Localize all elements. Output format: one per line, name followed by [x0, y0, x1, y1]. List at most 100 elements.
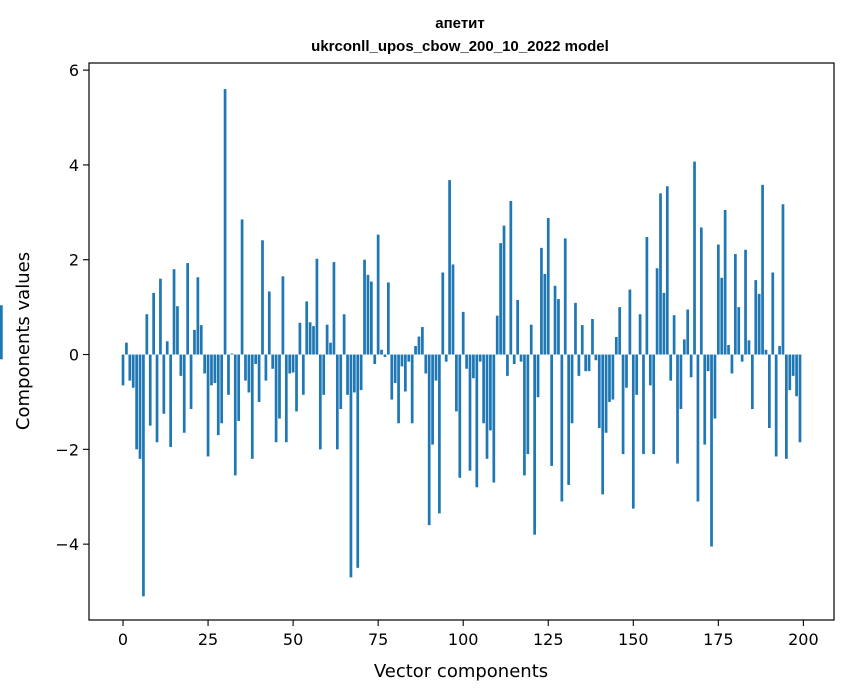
bar-69 — [356, 354, 360, 568]
bar-7 — [145, 314, 149, 355]
bar-9 — [152, 292, 155, 355]
bar-31 — [227, 354, 230, 395]
y-tick-label: 0 — [69, 346, 79, 365]
bar-162 — [672, 315, 676, 355]
bar-198 — [795, 354, 798, 397]
chart-title: апетит — [435, 15, 484, 32]
bar-172 — [706, 354, 710, 372]
bar-24 — [203, 354, 207, 374]
bar-undefined — [0, 305, 3, 355]
bar-23 — [199, 325, 203, 355]
bar-17 — [179, 354, 183, 376]
bar-144 — [611, 354, 615, 400]
bar-101 — [465, 354, 468, 369]
bar-66 — [346, 354, 349, 395]
bar-56 — [312, 326, 315, 355]
bar-43 — [267, 291, 271, 355]
bar-6 — [142, 354, 145, 597]
bar-94 — [441, 272, 445, 355]
bar-107 — [485, 354, 489, 459]
bar-199 — [798, 354, 802, 443]
x-tick-label: 75 — [368, 630, 388, 649]
bar-68 — [352, 354, 356, 393]
bar-53 — [301, 354, 305, 395]
bar-103 — [472, 354, 475, 379]
bar-194 — [781, 204, 785, 355]
y-tick-label: 2 — [69, 251, 79, 270]
bar-160 — [665, 186, 669, 355]
bar-75 — [376, 234, 380, 355]
bar-25 — [206, 354, 210, 457]
bar-27 — [213, 354, 217, 383]
bar-148 — [625, 354, 628, 388]
bar-77 — [383, 354, 387, 357]
bar-187 — [757, 293, 761, 355]
bar-184 — [747, 340, 751, 355]
bar-132 — [570, 354, 574, 424]
bar-55 — [308, 322, 312, 355]
bar-113 — [506, 354, 509, 376]
bar-1 — [125, 342, 128, 355]
bar-181 — [737, 307, 741, 355]
bar-166 — [686, 309, 690, 355]
bar-48 — [284, 354, 288, 443]
bar-83 — [404, 354, 407, 392]
bar-81 — [397, 354, 400, 424]
bar-176 — [720, 277, 724, 355]
bar-146 — [618, 307, 622, 355]
bar-57 — [315, 258, 319, 355]
bar-93 — [438, 354, 441, 514]
bar-170 — [699, 227, 703, 355]
bar-63 — [335, 354, 339, 450]
bar-150 — [631, 354, 635, 509]
bar-158 — [659, 193, 662, 355]
bar-131 — [567, 354, 571, 485]
bar-178 — [727, 345, 730, 355]
x-tick-label: 200 — [788, 630, 819, 649]
bar-22 — [196, 277, 200, 355]
bar-114 — [509, 200, 513, 355]
bar-127 — [553, 285, 557, 355]
bar-145 — [614, 336, 618, 355]
bar-2 — [128, 354, 132, 381]
bar-115 — [512, 354, 516, 365]
bar-67 — [349, 354, 353, 578]
bar-44 — [271, 354, 275, 369]
bar-192 — [774, 354, 778, 457]
bar-80 — [393, 354, 397, 383]
x-tick-label: 100 — [448, 630, 479, 649]
bar-78 — [387, 282, 390, 355]
bar-47 — [281, 276, 285, 355]
bar-16 — [176, 306, 179, 355]
bar-197 — [791, 354, 795, 376]
bar-188 — [761, 184, 764, 355]
bar-163 — [676, 354, 679, 464]
bar-138 — [591, 318, 594, 355]
bar-169 — [696, 354, 700, 502]
bar-112 — [502, 225, 506, 355]
bar-86 — [414, 346, 417, 355]
bar-180 — [733, 254, 737, 355]
y-tick-label: −4 — [55, 535, 79, 554]
bar-108 — [489, 354, 492, 431]
bar-90 — [427, 354, 431, 526]
bar-28 — [216, 354, 220, 436]
bar-58 — [318, 354, 322, 450]
bar-186 — [754, 280, 758, 355]
bar-32 — [230, 353, 234, 355]
bar-135 — [580, 325, 584, 355]
bar-11 — [159, 278, 162, 355]
bar-173 — [710, 354, 713, 547]
bar-65 — [342, 314, 346, 355]
bar-171 — [703, 354, 707, 445]
bar-119 — [526, 354, 530, 455]
x-tick-label: 175 — [703, 630, 734, 649]
bar-120 — [529, 324, 533, 355]
bar-157 — [655, 268, 659, 355]
bar-121 — [533, 354, 536, 535]
bar-117 — [519, 354, 523, 362]
bar-109 — [492, 354, 496, 483]
bar-85 — [410, 354, 414, 424]
bar-40 — [257, 354, 261, 402]
